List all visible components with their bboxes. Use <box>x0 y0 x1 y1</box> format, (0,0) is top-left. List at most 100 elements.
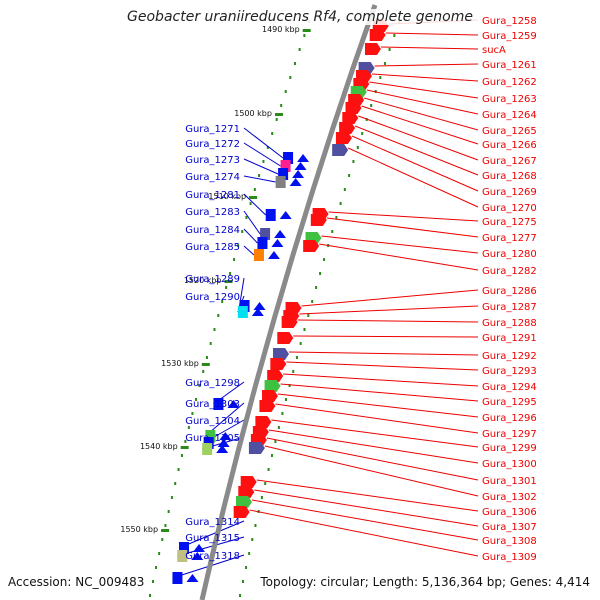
gene-label-right[interactable]: Gura_1275 <box>482 217 537 228</box>
track-dot <box>253 188 256 191</box>
label-leader-line <box>299 305 479 315</box>
track-dot <box>307 314 310 317</box>
forward-strand-block <box>213 398 224 410</box>
gene-label-left[interactable]: Gura_1304 <box>185 416 240 427</box>
forward-strand-block <box>237 306 248 318</box>
gene-label-right[interactable]: Gura_1286 <box>482 286 537 297</box>
label-leader-line <box>301 289 479 307</box>
gene-label-left[interactable]: Gura_1272 <box>185 139 240 150</box>
gene-label-right[interactable]: Gura_1258 <box>482 16 537 27</box>
gene-label-right[interactable]: Gura_1259 <box>482 31 537 42</box>
gene-label-left[interactable]: Gura_1284 <box>185 225 240 236</box>
gene-label-left[interactable]: Gura_1315 <box>185 533 240 544</box>
forward-strand-gene <box>227 400 240 408</box>
gene-label-right[interactable]: Gura_1293 <box>482 366 537 377</box>
gene-label-right[interactable]: Gura_1296 <box>482 413 537 424</box>
gene-label-left[interactable]: Gura_1281 <box>185 190 240 201</box>
track-dot <box>233 258 236 261</box>
reverse-strand-gene <box>310 214 327 226</box>
gene-label-left[interactable]: Gura_1274 <box>185 172 240 183</box>
gene-label-left[interactable]: Gura_1305 <box>185 433 240 444</box>
label-leader-line <box>243 142 281 167</box>
forward-strand-gene <box>292 170 305 178</box>
reverse-strand-gene <box>281 316 298 328</box>
label-leader-line <box>243 245 255 256</box>
track-dot <box>303 34 306 37</box>
label-leader-line <box>374 63 479 67</box>
track-dot <box>311 300 314 303</box>
gene-label-right[interactable]: Gura_1300 <box>482 459 537 470</box>
track-dot <box>274 440 277 443</box>
gene-label-right[interactable]: Gura_1267 <box>482 156 537 167</box>
gene-label-right[interactable]: Gura_1277 <box>482 233 537 244</box>
gene-label-left[interactable]: Gura_1283 <box>185 207 240 218</box>
gene-label-left[interactable]: Gura_1314 <box>185 517 240 528</box>
gene-label-right[interactable]: Gura_1266 <box>482 140 537 151</box>
gene-label-right[interactable]: Gura_1291 <box>482 333 537 344</box>
track-dot <box>260 496 263 499</box>
track-dot <box>267 468 270 471</box>
gene-label-left[interactable]: Gura_1318 <box>185 551 240 562</box>
forward-strand-gene <box>294 162 307 170</box>
forward-strand-block <box>202 443 213 455</box>
gene-label-right[interactable]: sucA <box>482 45 506 56</box>
gene-label-right[interactable]: Gura_1292 <box>482 351 537 362</box>
gene-label-right[interactable]: Gura_1308 <box>482 536 537 547</box>
label-leader-line <box>354 125 479 176</box>
gene-label-left[interactable]: Gura_1290 <box>185 292 240 303</box>
gene-label-right[interactable]: Gura_1268 <box>482 171 537 182</box>
kbp-tick-label: 1540 kbp <box>140 442 178 451</box>
reverse-strand-gene <box>335 132 352 144</box>
reverse-strand-gene <box>270 358 287 370</box>
gene-label-right[interactable]: Gura_1287 <box>482 302 537 313</box>
gene-label-right[interactable]: Gura_1309 <box>482 552 537 563</box>
gene-label-right[interactable]: Gura_1302 <box>482 492 537 503</box>
gene-label-right[interactable]: Gura_1261 <box>482 60 537 71</box>
gene-label-right[interactable]: Gura_1307 <box>482 522 537 533</box>
track-dot <box>180 454 183 457</box>
track-dot <box>161 538 164 541</box>
accession-label: Accession: NC_009483 <box>8 575 145 589</box>
gene-label-left[interactable]: Gura_1285 <box>185 242 240 253</box>
forward-strand-block <box>260 228 271 240</box>
gene-label-right[interactable]: Gura_1299 <box>482 443 537 454</box>
gene-label-right[interactable]: Gura_1280 <box>482 249 537 260</box>
track-dot <box>335 216 338 219</box>
track-dot <box>379 76 382 79</box>
forward-strand-gene <box>279 211 292 219</box>
gene-label-right[interactable]: Gura_1294 <box>482 382 537 393</box>
reverse-strand-gene <box>233 506 250 518</box>
gene-label-right[interactable]: Gura_1306 <box>482 507 537 518</box>
kbp-tick-mark <box>180 446 189 449</box>
track-dot <box>264 482 267 485</box>
gene-label-left[interactable]: Gura_1298 <box>185 378 240 389</box>
reverse-strand-gene <box>272 348 289 360</box>
gene-label-right[interactable]: Gura_1295 <box>482 397 537 408</box>
forward-strand-block <box>257 237 268 249</box>
gene-label-right[interactable]: Gura_1264 <box>482 110 537 121</box>
gene-label-left[interactable]: Gura_1271 <box>185 124 240 135</box>
gene-features <box>172 20 389 584</box>
track-dot <box>383 62 386 65</box>
kbp-ticks: 1490 kbp 1500 kbp 1510 kbp 1520 kbp 1530 kbp… <box>120 25 311 534</box>
gene-label-right[interactable]: Gura_1297 <box>482 429 537 440</box>
gene-label-right[interactable]: Gura_1263 <box>482 94 537 105</box>
track-dot <box>187 426 190 429</box>
label-leader-line <box>286 361 479 371</box>
track-dot <box>245 216 248 219</box>
gene-label-left[interactable]: Gura_1303 <box>185 399 240 410</box>
track-dot <box>289 76 292 79</box>
gene-label-right[interactable]: Gura_1269 <box>482 187 537 198</box>
track-dot <box>158 552 161 555</box>
gene-label-right[interactable]: Gura_1262 <box>482 77 537 88</box>
label-leader-line <box>358 115 479 161</box>
label-leader-line <box>319 243 479 271</box>
gene-label-right[interactable]: Gura_1282 <box>482 266 537 277</box>
gene-label-right[interactable]: Gura_1301 <box>482 476 537 487</box>
gene-label-right[interactable]: Gura_1270 <box>482 203 537 214</box>
gene-label-right[interactable]: Gura_1265 <box>482 126 537 137</box>
track-dot <box>194 398 197 401</box>
gene-label-left[interactable]: Gura_1289 <box>185 274 240 285</box>
gene-label-right[interactable]: Gura_1288 <box>482 318 537 329</box>
gene-label-left[interactable]: Gura_1273 <box>185 155 240 166</box>
